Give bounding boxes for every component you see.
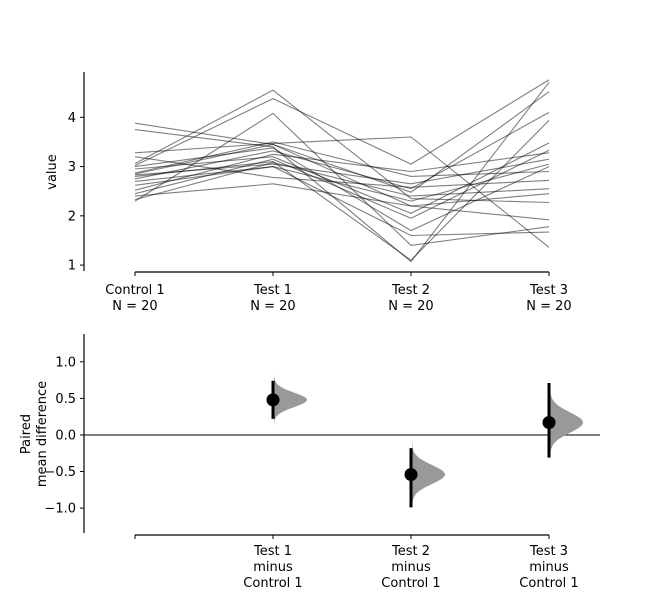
mean-difference-point-2 (404, 467, 418, 481)
top-x-tick-label: Control 1 (105, 283, 164, 298)
bottom-x-ticks: Test 1 minus Control 1 Test 2 minus Control 1… (134, 535, 579, 591)
paired-line-6 (134, 142, 550, 215)
bottom-y-tick-label: 0.0 (55, 428, 76, 443)
bottom-y-axis-label: Pairedmean difference (19, 381, 50, 487)
paired-line-4 (134, 89, 550, 204)
top-y-tick-label: 3 (68, 160, 76, 175)
paired-lines (134, 79, 550, 263)
top-x-tick-count: N = 20 (112, 299, 157, 314)
bootstrap-distribution-1 (274, 366, 307, 432)
paired-line-13 (134, 152, 550, 191)
bootstrap-distribution-2 (412, 427, 445, 533)
top-x-tick-count: N = 20 (388, 299, 433, 314)
bottom-x-tick-label: Test 2 minus Control 1 (381, 544, 440, 591)
top-y-ticks: 1 2 3 4 (68, 111, 84, 274)
top-x-tick-label: Test 2 (391, 283, 430, 298)
paired-line-1 (134, 91, 550, 193)
bootstrap-distributions (274, 353, 583, 533)
bootstrap-distribution-3 (550, 353, 583, 488)
paired-line-17 (134, 156, 550, 188)
top-x-tick-count: N = 20 (250, 299, 295, 314)
bottom-y-tick-label: −0.5 (44, 465, 76, 480)
mean-difference-point-1 (266, 393, 280, 407)
paired-line-11 (134, 166, 550, 237)
bottom-x-tick-label: Test 1 minus Control 1 (243, 544, 302, 591)
paired-line-19 (134, 143, 550, 207)
bottom-y-ticks: 1.0 0.5 0.0 −0.5 −1.0 (44, 355, 84, 517)
paired-line-10 (134, 111, 550, 190)
top-y-tick-label: 1 (68, 259, 76, 274)
paired-line-5 (134, 79, 550, 167)
mean-difference-chart: 1.00.50.0−0.5−1.0 Test 1 minus Control 1Te… (19, 334, 600, 591)
top-x-tick-label: Test 1 (253, 283, 292, 298)
top-x-tick-count: N = 20 (526, 299, 571, 314)
mean-difference-point-3 (542, 416, 556, 430)
paired-line-9 (134, 119, 550, 261)
bottom-y-tick-label: 1.0 (55, 355, 76, 370)
bottom-y-tick-label: −1.0 (44, 502, 76, 517)
top-y-tick-label: 2 (68, 209, 76, 224)
paired-line-20 (134, 147, 550, 232)
bottom-y-tick-label: 0.5 (55, 392, 76, 407)
top-y-tick-label: 4 (68, 111, 76, 126)
top-y-axis-label: value (45, 154, 60, 190)
top-x-tick-label: Test 3 (529, 283, 568, 298)
bottom-x-tick-label: Test 3 minus Control 1 (519, 544, 578, 591)
mean-difference-marks (266, 380, 556, 508)
paired-line-15 (134, 183, 550, 221)
